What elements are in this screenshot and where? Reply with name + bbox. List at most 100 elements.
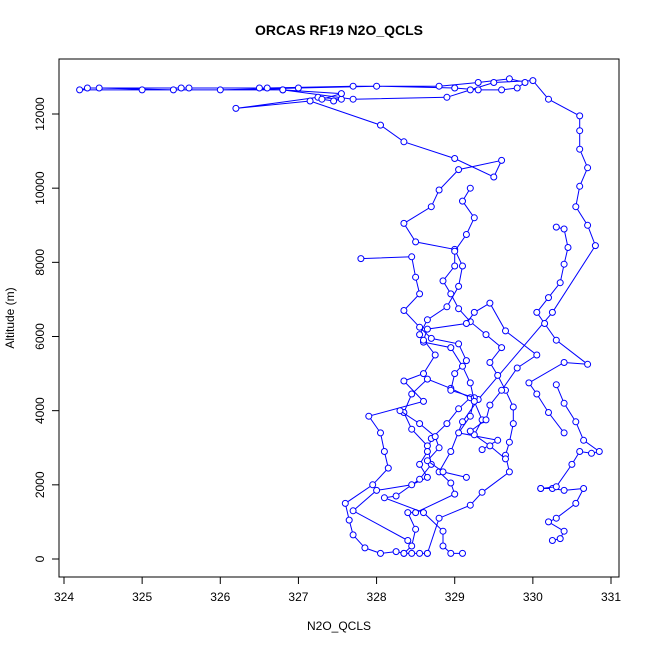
data-point (423, 325, 431, 333)
data-point (545, 409, 552, 416)
data-point (490, 79, 498, 86)
data-point (462, 473, 470, 481)
data-point (177, 84, 185, 92)
data-point (392, 492, 400, 500)
data-point (560, 359, 568, 366)
data-point (509, 420, 517, 428)
data-point (431, 351, 439, 359)
data-point (420, 370, 427, 378)
series-line (399, 410, 467, 478)
data-point (349, 531, 357, 539)
data-point (439, 527, 447, 535)
y-tick-label: 2000 (33, 471, 47, 498)
data-point (576, 182, 584, 190)
data-point (439, 468, 447, 476)
data-point (408, 549, 416, 557)
data-point (83, 84, 91, 92)
data-point (576, 145, 584, 153)
data-point (416, 460, 424, 468)
data-point (447, 479, 455, 487)
data-point (412, 273, 420, 281)
data-point (447, 386, 455, 394)
data-point (478, 488, 486, 496)
data-point (486, 359, 494, 366)
data-point (255, 84, 263, 92)
data-point (435, 444, 443, 452)
x-tick-label: 329 (445, 590, 465, 604)
data-point (533, 308, 541, 316)
data-point (76, 86, 84, 94)
data-point (595, 448, 603, 455)
y-tick-label: 10000 (33, 171, 47, 205)
data-point (462, 357, 470, 365)
data-point (568, 460, 576, 468)
data-point (451, 247, 459, 255)
data-point (529, 77, 537, 85)
data-point (466, 379, 474, 387)
data-point (560, 260, 568, 268)
data-point (439, 277, 447, 285)
data-point (560, 225, 568, 233)
data-point (345, 516, 353, 524)
data-point (423, 316, 431, 324)
data-point (502, 327, 509, 335)
data-point (498, 344, 506, 352)
data-point (349, 82, 357, 90)
data-point (525, 379, 533, 387)
data-point (365, 412, 373, 420)
data-point (455, 340, 463, 348)
data-point (584, 221, 592, 229)
data-point (560, 399, 568, 407)
data-point (380, 494, 388, 502)
data-point (533, 390, 541, 398)
x-axis-label: N2O_QCLS (307, 619, 371, 633)
data-point (513, 364, 521, 372)
y-tick-label: 4000 (33, 397, 47, 424)
data-point (486, 442, 494, 450)
data-point (349, 507, 357, 515)
data-point (498, 156, 506, 164)
data-point (447, 290, 455, 298)
data-point (95, 84, 103, 92)
data-point (486, 299, 494, 307)
data-point (576, 112, 584, 120)
data-point (400, 219, 408, 227)
data-point (435, 186, 443, 194)
data-point (400, 307, 408, 314)
data-point (451, 262, 459, 270)
data-point (459, 262, 466, 270)
data-point (545, 518, 552, 526)
data-point (451, 370, 459, 378)
data-point (384, 464, 392, 472)
data-point (482, 416, 490, 424)
series-group (525, 223, 592, 437)
data-point (564, 244, 572, 251)
data-point (357, 255, 365, 263)
data-point (427, 334, 435, 342)
data-point (537, 485, 545, 492)
data-point (466, 501, 474, 509)
data-point (330, 97, 338, 105)
data-point (451, 490, 459, 498)
series-group (420, 299, 541, 435)
data-point (412, 525, 420, 533)
data-point (306, 97, 314, 105)
x-tick-label: 328 (367, 590, 387, 604)
data-point (560, 527, 568, 535)
data-point (576, 127, 584, 135)
data-point (341, 499, 349, 507)
data-point (416, 323, 424, 331)
data-point (423, 457, 431, 465)
data-point (470, 397, 478, 405)
data-point (408, 253, 416, 261)
data-point (349, 95, 357, 103)
data-point (279, 86, 287, 94)
data-point (455, 305, 463, 313)
y-tick-label: 12000 (33, 97, 47, 131)
data-point (490, 173, 498, 181)
data-point (408, 390, 416, 398)
data-point (439, 542, 447, 550)
data-point (498, 86, 506, 94)
data-point (294, 84, 302, 92)
